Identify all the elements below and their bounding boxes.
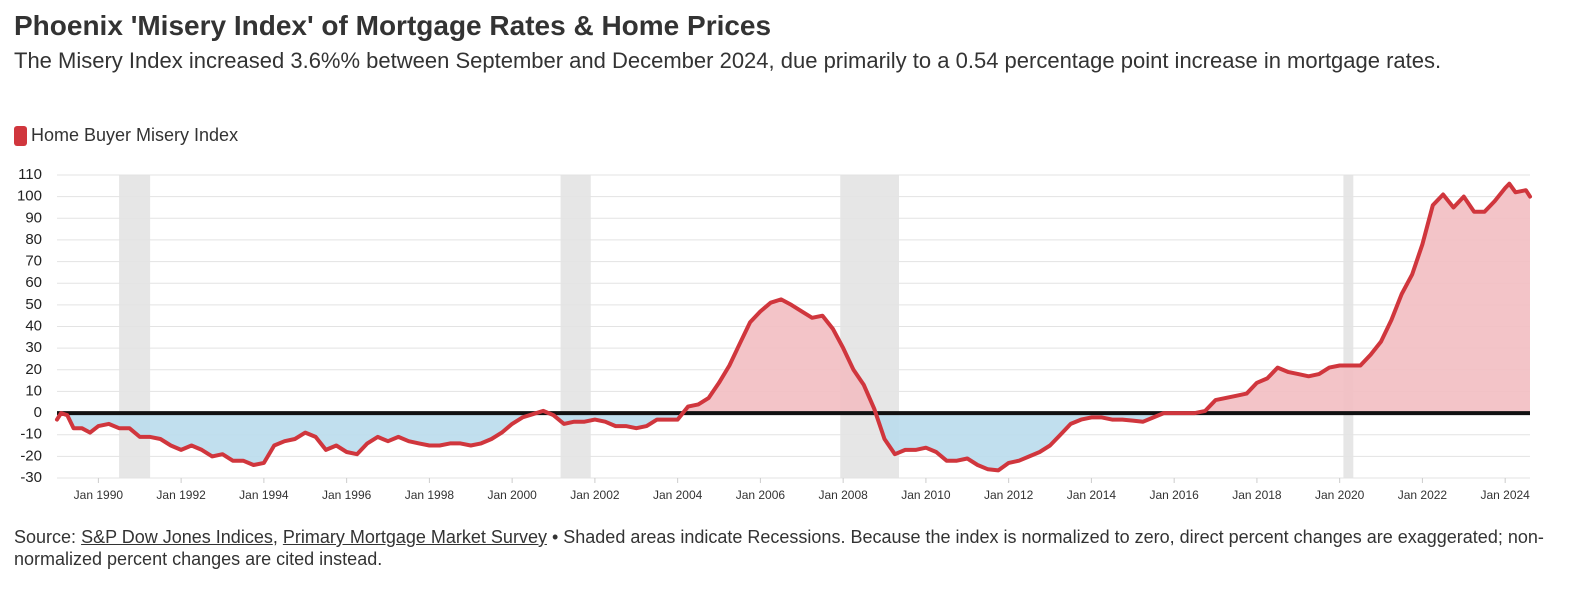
y-tick-label: 100	[17, 188, 42, 205]
source-link[interactable]: Primary Mortgage Market Survey	[282, 527, 547, 547]
y-tick-label: 40	[25, 317, 42, 334]
note: • Shaded areas indicate Recessions. Beca…	[14, 527, 1544, 569]
y-tick-label: 60	[25, 274, 42, 291]
x-tick-label: Jan 1992	[156, 488, 206, 502]
x-tick-label: Jan 2022	[1398, 488, 1448, 502]
legend: Home Buyer Misery Index	[14, 125, 238, 146]
y-tick-label: 20	[25, 361, 42, 378]
y-tick-label: 90	[25, 209, 42, 226]
legend-label: Home Buyer Misery Index	[31, 125, 239, 145]
chart-subtitle: The Misery Index increased 3.6%% between…	[14, 48, 1442, 73]
x-tick-label: Jan 2020	[1315, 488, 1365, 502]
x-tick-label: Jan 2018	[1232, 488, 1282, 502]
line	[55, 181, 1532, 473]
chart: -30 -20 -10 0 10 20 30 40 50 60 70 80 90 100 110 Jan 19…	[17, 166, 1532, 502]
area-negative	[57, 413, 1196, 471]
x-tick-label: Jan 2000	[487, 488, 537, 502]
y-tick-label: -10	[20, 426, 42, 443]
x-tick-label: Jan 2002	[570, 488, 620, 502]
x-tick-label: Jan 1994	[239, 488, 289, 502]
x-tick-label: Jan 1996	[322, 488, 372, 502]
area-positive	[57, 183, 1530, 414]
y-tick-label: -30	[20, 469, 42, 486]
y-tick-label: 70	[25, 253, 42, 270]
source-link[interactable]: S&P Dow Jones Indices	[81, 527, 273, 547]
y-tick-label: 80	[25, 231, 42, 248]
source-prefix: Source:	[14, 527, 77, 547]
x-tick-label: Jan 1990	[74, 488, 124, 502]
x-tick-label: Jan 2010	[901, 488, 951, 502]
y-tick-label: 110	[18, 166, 42, 183]
x-tick-label: Jan 2004	[653, 488, 703, 502]
y-tick-label: 30	[25, 339, 42, 356]
source-separator: ,	[272, 527, 278, 547]
y-tick-label: -20	[20, 447, 42, 464]
footer: Source: S&P Dow Jones Indices, Primary M…	[14, 526, 1584, 570]
chart-title: Phoenix 'Misery Index' of Mortgage Rates…	[14, 10, 772, 41]
y-tick-label: 10	[25, 382, 42, 399]
x-tick-label: Jan 2006	[736, 488, 786, 502]
x-tick-label: Jan 2016	[1149, 488, 1199, 502]
legend-swatch	[14, 125, 27, 146]
x-tick-label: Jan 2012	[984, 488, 1034, 502]
x-tick-label: Jan 2008	[818, 488, 868, 502]
x-tick-label: Jan 2014	[1067, 488, 1117, 502]
x-tick-label: Jan 2024	[1480, 488, 1530, 502]
y-tick-label: 50	[25, 296, 42, 313]
y-tick-label: 0	[34, 404, 42, 421]
x-tick-label: Jan 1998	[405, 488, 455, 502]
